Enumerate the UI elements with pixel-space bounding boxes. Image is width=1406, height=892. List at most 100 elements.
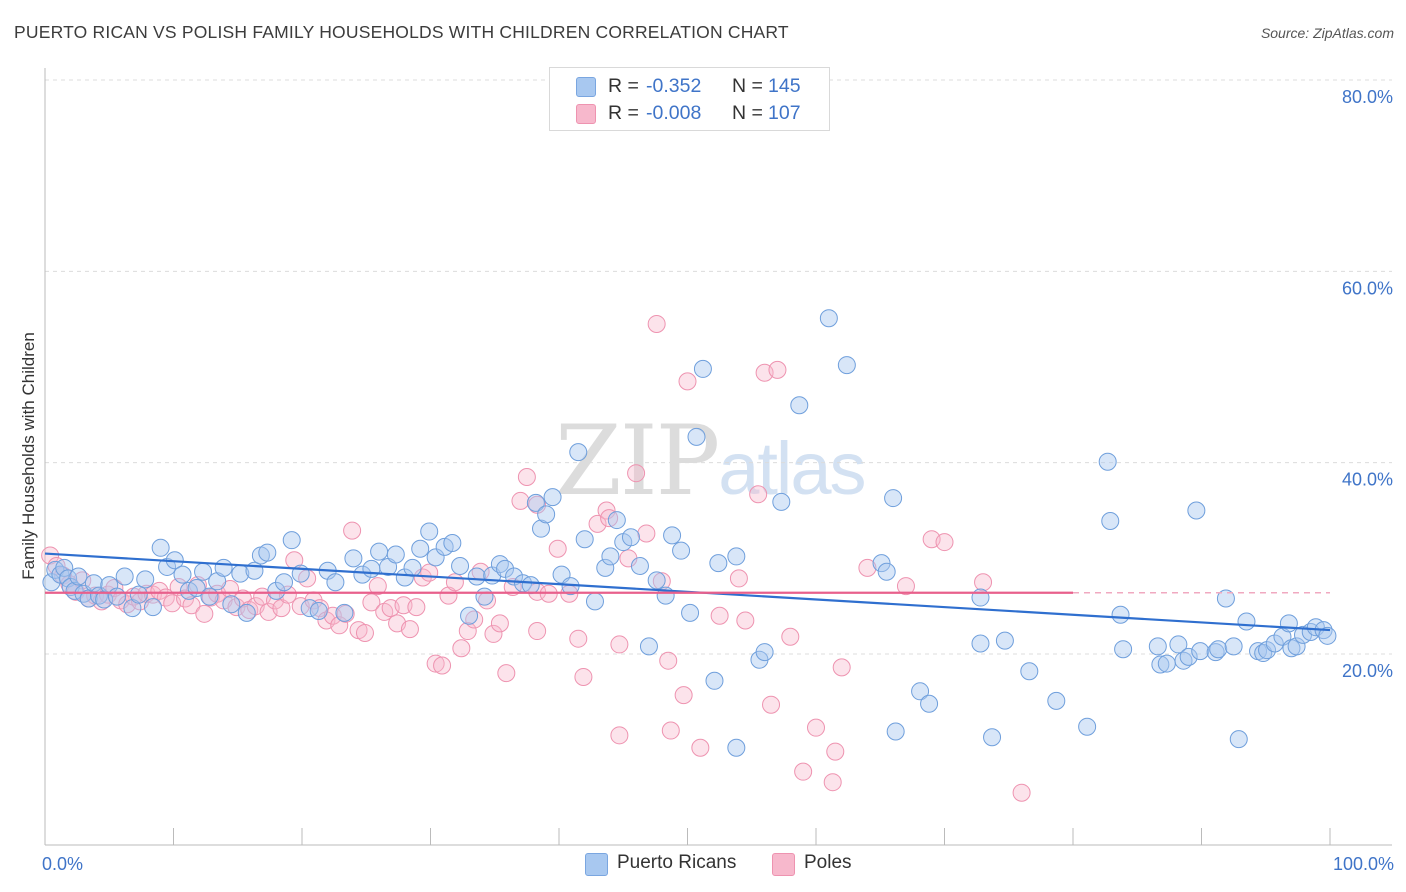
puerto-rican-point: [983, 728, 1002, 747]
puerto-rican-point: [995, 631, 1014, 650]
puerto-rican-point: [1258, 641, 1277, 660]
puerto-rican-point: [911, 682, 930, 701]
polish-point: [458, 622, 477, 641]
puerto-rican-point: [872, 554, 891, 573]
puerto-rican-point: [326, 573, 345, 592]
puerto-rican-point: [884, 489, 903, 508]
puerto-rican-point: [1224, 637, 1243, 656]
legend-swatch-poles: [576, 104, 596, 124]
polish-point: [610, 635, 629, 654]
puerto-rican-point: [136, 570, 155, 589]
polish-point: [569, 629, 588, 648]
puerto-rican-point: [1157, 654, 1176, 673]
chart-title: PUERTO RICAN VS POLISH FAMILY HOUSEHOLDS…: [14, 22, 789, 42]
trend-lines: [44, 552, 1331, 632]
polish-point: [794, 762, 813, 781]
puerto-rican-point: [1216, 589, 1235, 608]
legend-r-value: -0.352: [646, 75, 702, 97]
puerto-rican-point: [607, 511, 626, 530]
puerto-rican-point: [1191, 642, 1210, 661]
puerto-rican-point: [258, 543, 277, 562]
puerto-rican-point: [129, 585, 148, 604]
polish-point: [445, 573, 464, 592]
puerto-rican-point: [1148, 637, 1167, 656]
puerto-rican-point: [596, 558, 615, 577]
polish-point: [517, 468, 536, 487]
puerto-rican-point: [386, 545, 405, 564]
puerto-rican-point: [727, 738, 746, 757]
legend-n-value: 107: [768, 102, 801, 124]
legend-row-puerto-ricans: R = -0.352 N = 145: [550, 74, 829, 100]
puerto-rican-point: [309, 601, 328, 620]
puerto-rican-point: [69, 567, 88, 586]
polish-point: [336, 604, 355, 623]
axis-labels: 20.0% 40.0% 60.0% 80.0% 0.0% 100.0% Family Hou…: [19, 87, 1394, 874]
puerto-rican-point: [1229, 730, 1248, 749]
puerto-rican-point: [681, 603, 700, 622]
puerto-rican-point: [151, 538, 170, 557]
puerto-rican-point: [158, 557, 177, 576]
puerto-rican-point: [282, 531, 301, 550]
correlation-legend: R = -0.352 N = 145 R = -0.008 N = 107: [549, 67, 830, 131]
puerto-rican-point: [1279, 614, 1298, 633]
y-tick-label: 20.0%: [1342, 661, 1393, 681]
polish-point: [511, 491, 530, 510]
puerto-rican-point: [772, 492, 791, 511]
puerto-rican-point: [214, 558, 233, 577]
legend-row-poles: R = -0.008 N = 107: [550, 101, 829, 127]
polish-point: [807, 718, 825, 737]
polish-point: [710, 606, 729, 625]
polish-point: [935, 533, 954, 552]
legend-n-label: N =: [732, 102, 763, 124]
puerto-rican-point: [1179, 647, 1198, 666]
polish-point: [674, 686, 693, 705]
polish-point: [691, 738, 710, 757]
puerto-rican-point: [443, 534, 462, 553]
puerto-rican-point: [411, 539, 430, 558]
legend-r-label: R =: [608, 75, 639, 97]
polish-point: [637, 524, 656, 543]
puerto-rican-point: [971, 588, 990, 607]
polish-point: [407, 598, 426, 617]
puerto-rican-point: [46, 560, 65, 579]
polish-point: [588, 514, 607, 533]
puerto-rican-point: [630, 556, 649, 575]
puerto-rican-point: [877, 562, 896, 581]
polish-point: [433, 656, 452, 675]
polish-point: [749, 485, 768, 504]
legend-r-value: -0.008: [646, 102, 702, 124]
bottom-legend-swatch-poles: [772, 853, 795, 876]
puerto-rican-point: [687, 427, 706, 446]
polish-point: [355, 623, 374, 642]
bottom-legend-swatch-puerto-ricans: [585, 853, 608, 876]
polish-point: [661, 721, 680, 740]
y-tick-label: 60.0%: [1342, 278, 1393, 298]
polish-point: [678, 372, 697, 391]
polish-point: [497, 664, 516, 683]
puerto-rican-point: [727, 547, 746, 566]
puerto-rican-point: [1047, 691, 1066, 710]
puerto-rican-point: [403, 558, 422, 577]
axes: [44, 68, 1392, 846]
puerto-rican-point: [370, 542, 389, 561]
puerto-rican-point: [200, 587, 219, 606]
puerto-rican-point: [496, 559, 515, 578]
puerto-rican-point: [837, 356, 856, 375]
puerto-rican-point: [621, 528, 640, 547]
puerto-rican-point: [1151, 655, 1170, 674]
puerto-rican-point: [395, 568, 414, 587]
puerto-rican-point: [1318, 626, 1337, 645]
puerto-rican-point: [647, 571, 666, 590]
polish-point: [195, 604, 214, 623]
puerto-rican-point: [971, 634, 990, 653]
polish-point: [343, 521, 362, 540]
polish-point: [974, 573, 993, 592]
polish-point: [762, 695, 781, 714]
puerto-rican-point: [1287, 637, 1306, 656]
puerto-rican-point: [420, 522, 439, 541]
puerto-rican-point: [601, 547, 620, 566]
polish-point: [823, 773, 842, 792]
puerto-rican-point: [107, 587, 126, 606]
puerto-rican-point: [460, 606, 479, 625]
